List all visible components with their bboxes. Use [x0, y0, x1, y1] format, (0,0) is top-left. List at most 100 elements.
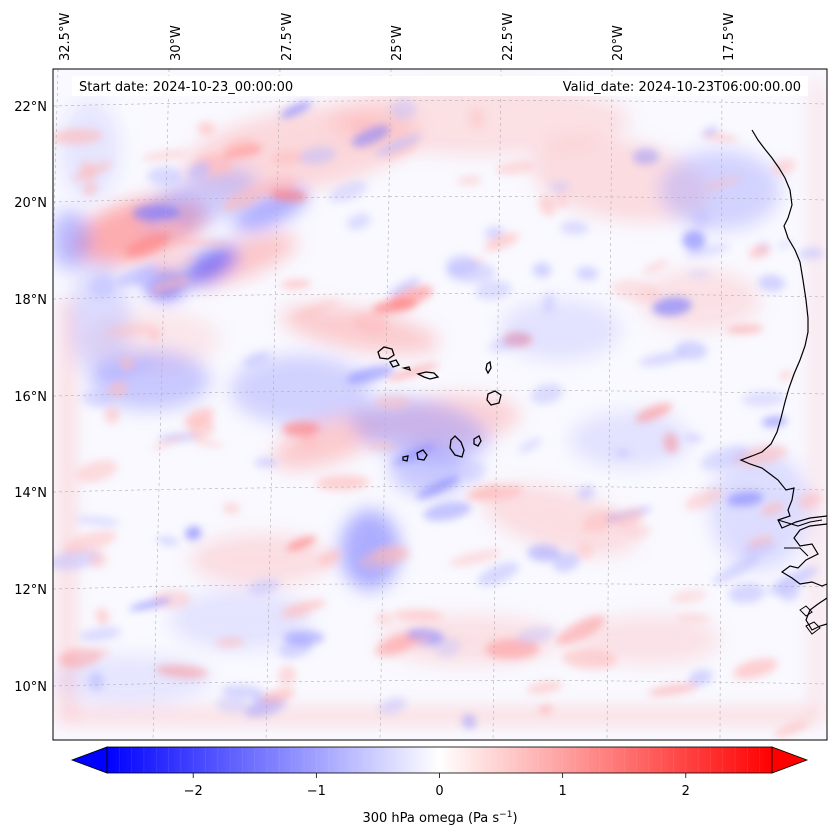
- omega-spot: [741, 390, 786, 408]
- omega-spot: [63, 530, 117, 554]
- omega-spot: [374, 394, 411, 411]
- omega-spot: [260, 688, 295, 705]
- omega-spot: [674, 340, 708, 360]
- cape-verde-islands: [377, 346, 502, 462]
- omega-spot: [761, 502, 785, 516]
- omega-spot: [350, 120, 372, 130]
- omega-spot: [560, 221, 589, 235]
- omega-spot: [449, 549, 502, 567]
- coastline-bijagos: [799, 605, 821, 635]
- omega-boundary-strip: [812, 80, 822, 720]
- omega-spot: [577, 485, 595, 501]
- omega-spot: [495, 161, 536, 175]
- omega-spot: [372, 545, 408, 563]
- omega-spot: [88, 671, 104, 691]
- omega-spot: [726, 491, 764, 507]
- omega-spot: [475, 280, 512, 300]
- omega-spot: [316, 475, 370, 491]
- omega-patch: [230, 355, 370, 425]
- colorbar-body: [107, 747, 772, 773]
- omega-spot: [548, 181, 571, 193]
- omega-spot: [82, 182, 98, 196]
- omega-spot: [381, 637, 431, 649]
- parallel-gridline: [53, 390, 827, 397]
- omega-spot: [691, 208, 711, 229]
- island-sao-vicente: [389, 359, 400, 368]
- island-sal: [485, 360, 492, 375]
- omega-spot: [562, 648, 617, 670]
- omega-spot: [477, 562, 519, 586]
- omega-spot: [456, 176, 482, 186]
- omega-spot: [712, 555, 761, 585]
- omega-spot: [95, 607, 110, 625]
- omega-spot: [271, 150, 306, 166]
- omega-spot: [702, 175, 742, 191]
- lat-label: 22°N: [14, 100, 47, 115]
- omega-spot: [90, 646, 110, 659]
- omega-spot: [53, 128, 103, 145]
- omega-spot: [416, 476, 460, 499]
- omega-spot: [386, 363, 440, 381]
- parallel-gridline: [53, 583, 827, 590]
- omega-spot: [299, 146, 337, 165]
- omega-spot: [58, 648, 101, 668]
- omega-spot: [374, 134, 422, 156]
- omega-patch: [640, 270, 760, 330]
- omega-spot: [223, 137, 257, 159]
- lat-label: 12°N: [14, 583, 47, 598]
- omega-spot: [471, 257, 485, 265]
- omega-spot: [53, 549, 102, 571]
- omega-spot: [280, 279, 312, 289]
- omega-spot: [296, 299, 340, 319]
- colorbar-label: 300 hPa omega (Pa s−1): [362, 810, 517, 826]
- omega-spot: [248, 578, 280, 596]
- lat-label: 18°N: [14, 293, 47, 308]
- omega-spot: [469, 485, 524, 502]
- omega-spot: [538, 705, 553, 713]
- lon-label: 17.5°W: [722, 13, 737, 61]
- omega-spot: [526, 681, 563, 694]
- omega-spot: [90, 275, 116, 298]
- omega-patch: [660, 150, 780, 230]
- colorbar-label-main: 300 hPa omega (Pa s: [362, 811, 499, 826]
- omega-spot: [317, 549, 342, 568]
- colorbar-tick-label: 1: [559, 784, 567, 799]
- omega-spot: [154, 220, 184, 234]
- meridian-gridline: [379, 69, 392, 740]
- meridian-gridline: [152, 69, 170, 740]
- omega-spot: [632, 148, 659, 165]
- lon-label: 22.5°W: [501, 13, 516, 61]
- omega-spot: [639, 351, 688, 367]
- island-santa-luzia: [401, 366, 412, 372]
- omega-spot: [462, 460, 487, 483]
- island-maio: [473, 435, 482, 447]
- omega-spot: [79, 627, 122, 642]
- omega-spot: [151, 434, 186, 451]
- omega-spot: [222, 502, 241, 515]
- omega-spot: [155, 664, 208, 679]
- omega-spot: [375, 612, 393, 625]
- omega-spot: [684, 488, 724, 511]
- omega-spot: [582, 509, 619, 533]
- start-date-box: [72, 76, 322, 96]
- omega-spot: [446, 261, 496, 284]
- colorbar-label-sup: −1: [499, 810, 512, 820]
- omega-spot: [282, 630, 325, 646]
- coastline-africa: [739, 129, 827, 631]
- colorbar-tick-label: 0: [435, 784, 443, 799]
- omega-spot: [616, 508, 644, 530]
- omega-spot: [611, 279, 660, 303]
- lat-label: 20°N: [14, 196, 47, 211]
- omega-spot: [518, 437, 542, 454]
- omega-spot: [146, 251, 196, 280]
- omega-spot: [132, 204, 180, 221]
- omega-spot: [575, 266, 599, 281]
- omega-spot: [740, 541, 777, 557]
- start-date-label: Start date: 2024-10-23_00:00:00: [79, 80, 293, 95]
- omega-spot: [215, 637, 245, 648]
- omega-patch: [482, 484, 638, 556]
- omega-spot: [185, 526, 202, 541]
- map-panel: Start date: 2024-10-23_00:00:00 Valid_da…: [52, 68, 828, 741]
- omega-spot: [488, 332, 531, 352]
- meridian-gridline: [719, 69, 723, 740]
